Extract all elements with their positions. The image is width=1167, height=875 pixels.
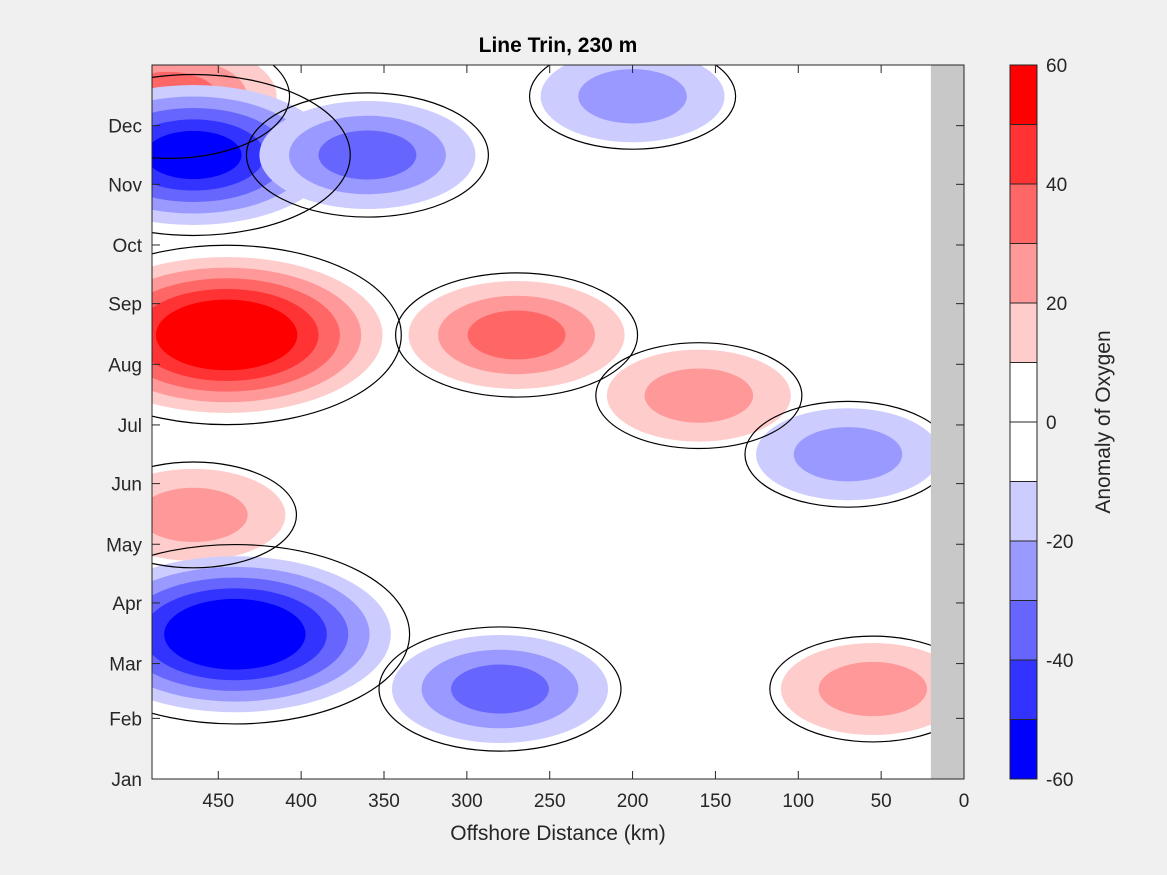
y-tick-label: Oct [112,236,142,257]
anomaly-contour-band [818,661,928,717]
plot-area: 450 400 350 300 250 200 150 100 50 0 Jan Feb Mar Apr… [106,64,969,812]
zero-contour-line [152,244,402,426]
colorbar-tick-label: 60 [1046,56,1067,77]
x-tick-label: 150 [700,791,732,812]
colorbar-swatch [1010,303,1037,363]
y-tick-label: May [106,535,142,556]
no-data-region [930,65,964,779]
anomaly-contour-band [793,427,903,482]
anomaly-contour-band [318,130,417,180]
y-tick-label: Dec [108,117,142,138]
y-tick-label: Nov [108,175,142,196]
zero-contour-line [378,626,622,752]
y-tick-label: Jan [111,770,142,791]
y-tick-label: Jun [111,475,142,496]
anomaly-contour-band [152,130,242,180]
zero-contour-line [152,461,298,569]
colorbar-label: Anomaly of Oxygen [1092,330,1115,513]
anomaly-contour-band [578,69,687,124]
colorbar-swatches [1010,64,1037,780]
x-tick-label: 300 [451,791,483,812]
x-tick-label: 350 [368,791,400,812]
colorbar-tick-label: -40 [1046,651,1073,672]
zero-contour-line [152,65,291,159]
x-axis: 450 400 350 300 250 200 150 100 50 0 [202,65,969,812]
zero-contour-line [769,635,964,743]
colorbar-swatch [1010,184,1037,244]
x-tick-label: 100 [782,791,814,812]
y-tick-label: Sep [108,295,142,316]
colorbar-tick-label: 40 [1046,175,1067,196]
colorbar-tick-label: -20 [1046,532,1073,553]
colorbar-tick-label: 20 [1046,294,1067,315]
x-tick-label: 450 [202,791,234,812]
colorbar-tick-label: -60 [1046,770,1073,791]
colorbar-swatch [1010,243,1037,303]
colorbar-swatch [1010,660,1037,720]
zero-contour-lines [152,65,964,752]
x-axis-title: Offshore Distance (km) [450,822,666,845]
colorbar-swatch [1010,65,1037,125]
anomaly-contour-band [467,310,566,360]
anomaly-contour-band [177,310,276,360]
y-axis: Jan Feb Mar Apr May Jun Jul Aug Sep Oct Nov Dec [106,117,964,791]
colorbar-ticks: 60 40 20 0 -20 -40 -60 [1046,56,1073,791]
colorbar-tick-label: 0 [1046,413,1057,434]
x-tick-label: 50 [871,791,892,812]
zero-contour-line [528,65,737,150]
anomaly-contour-band [644,368,754,423]
colorbar-swatch [1010,719,1037,779]
x-tick-label: 250 [534,791,566,812]
zero-contour-line [395,272,639,398]
filled-contours [152,65,964,744]
colorbar-swatch [1010,422,1037,482]
anomaly-contour-band [152,487,248,543]
y-tick-label: Aug [108,355,142,376]
x-tick-label: 400 [285,791,317,812]
plot-frame [151,64,965,780]
zero-contour-line [245,92,489,218]
y-tick-label: Apr [112,594,142,615]
colorbar-frame [1009,64,1038,780]
y-tick-label: Mar [109,655,142,676]
colorbar-swatch [1010,541,1037,601]
y-tick-label: Feb [109,709,142,730]
colorbar-swatch [1010,362,1037,422]
anomaly-contour-band [451,664,549,714]
anomaly-contour-band [185,609,285,659]
colorbar: 60 40 20 0 -20 -40 -60 Anomaly of Oxygen [1009,56,1115,791]
colorbar-swatch [1010,481,1037,541]
zero-contour-line [595,342,803,450]
y-tick-label: Jul [118,416,142,437]
colorbar-swatch [1010,600,1037,660]
zero-contour-line [152,73,351,237]
zero-contour-line [152,543,411,725]
x-tick-label: 200 [617,791,649,812]
chart-title: Line Trin, 230 m [479,34,638,57]
x-tick-label: 0 [959,791,970,812]
colorbar-swatch [1010,124,1037,184]
